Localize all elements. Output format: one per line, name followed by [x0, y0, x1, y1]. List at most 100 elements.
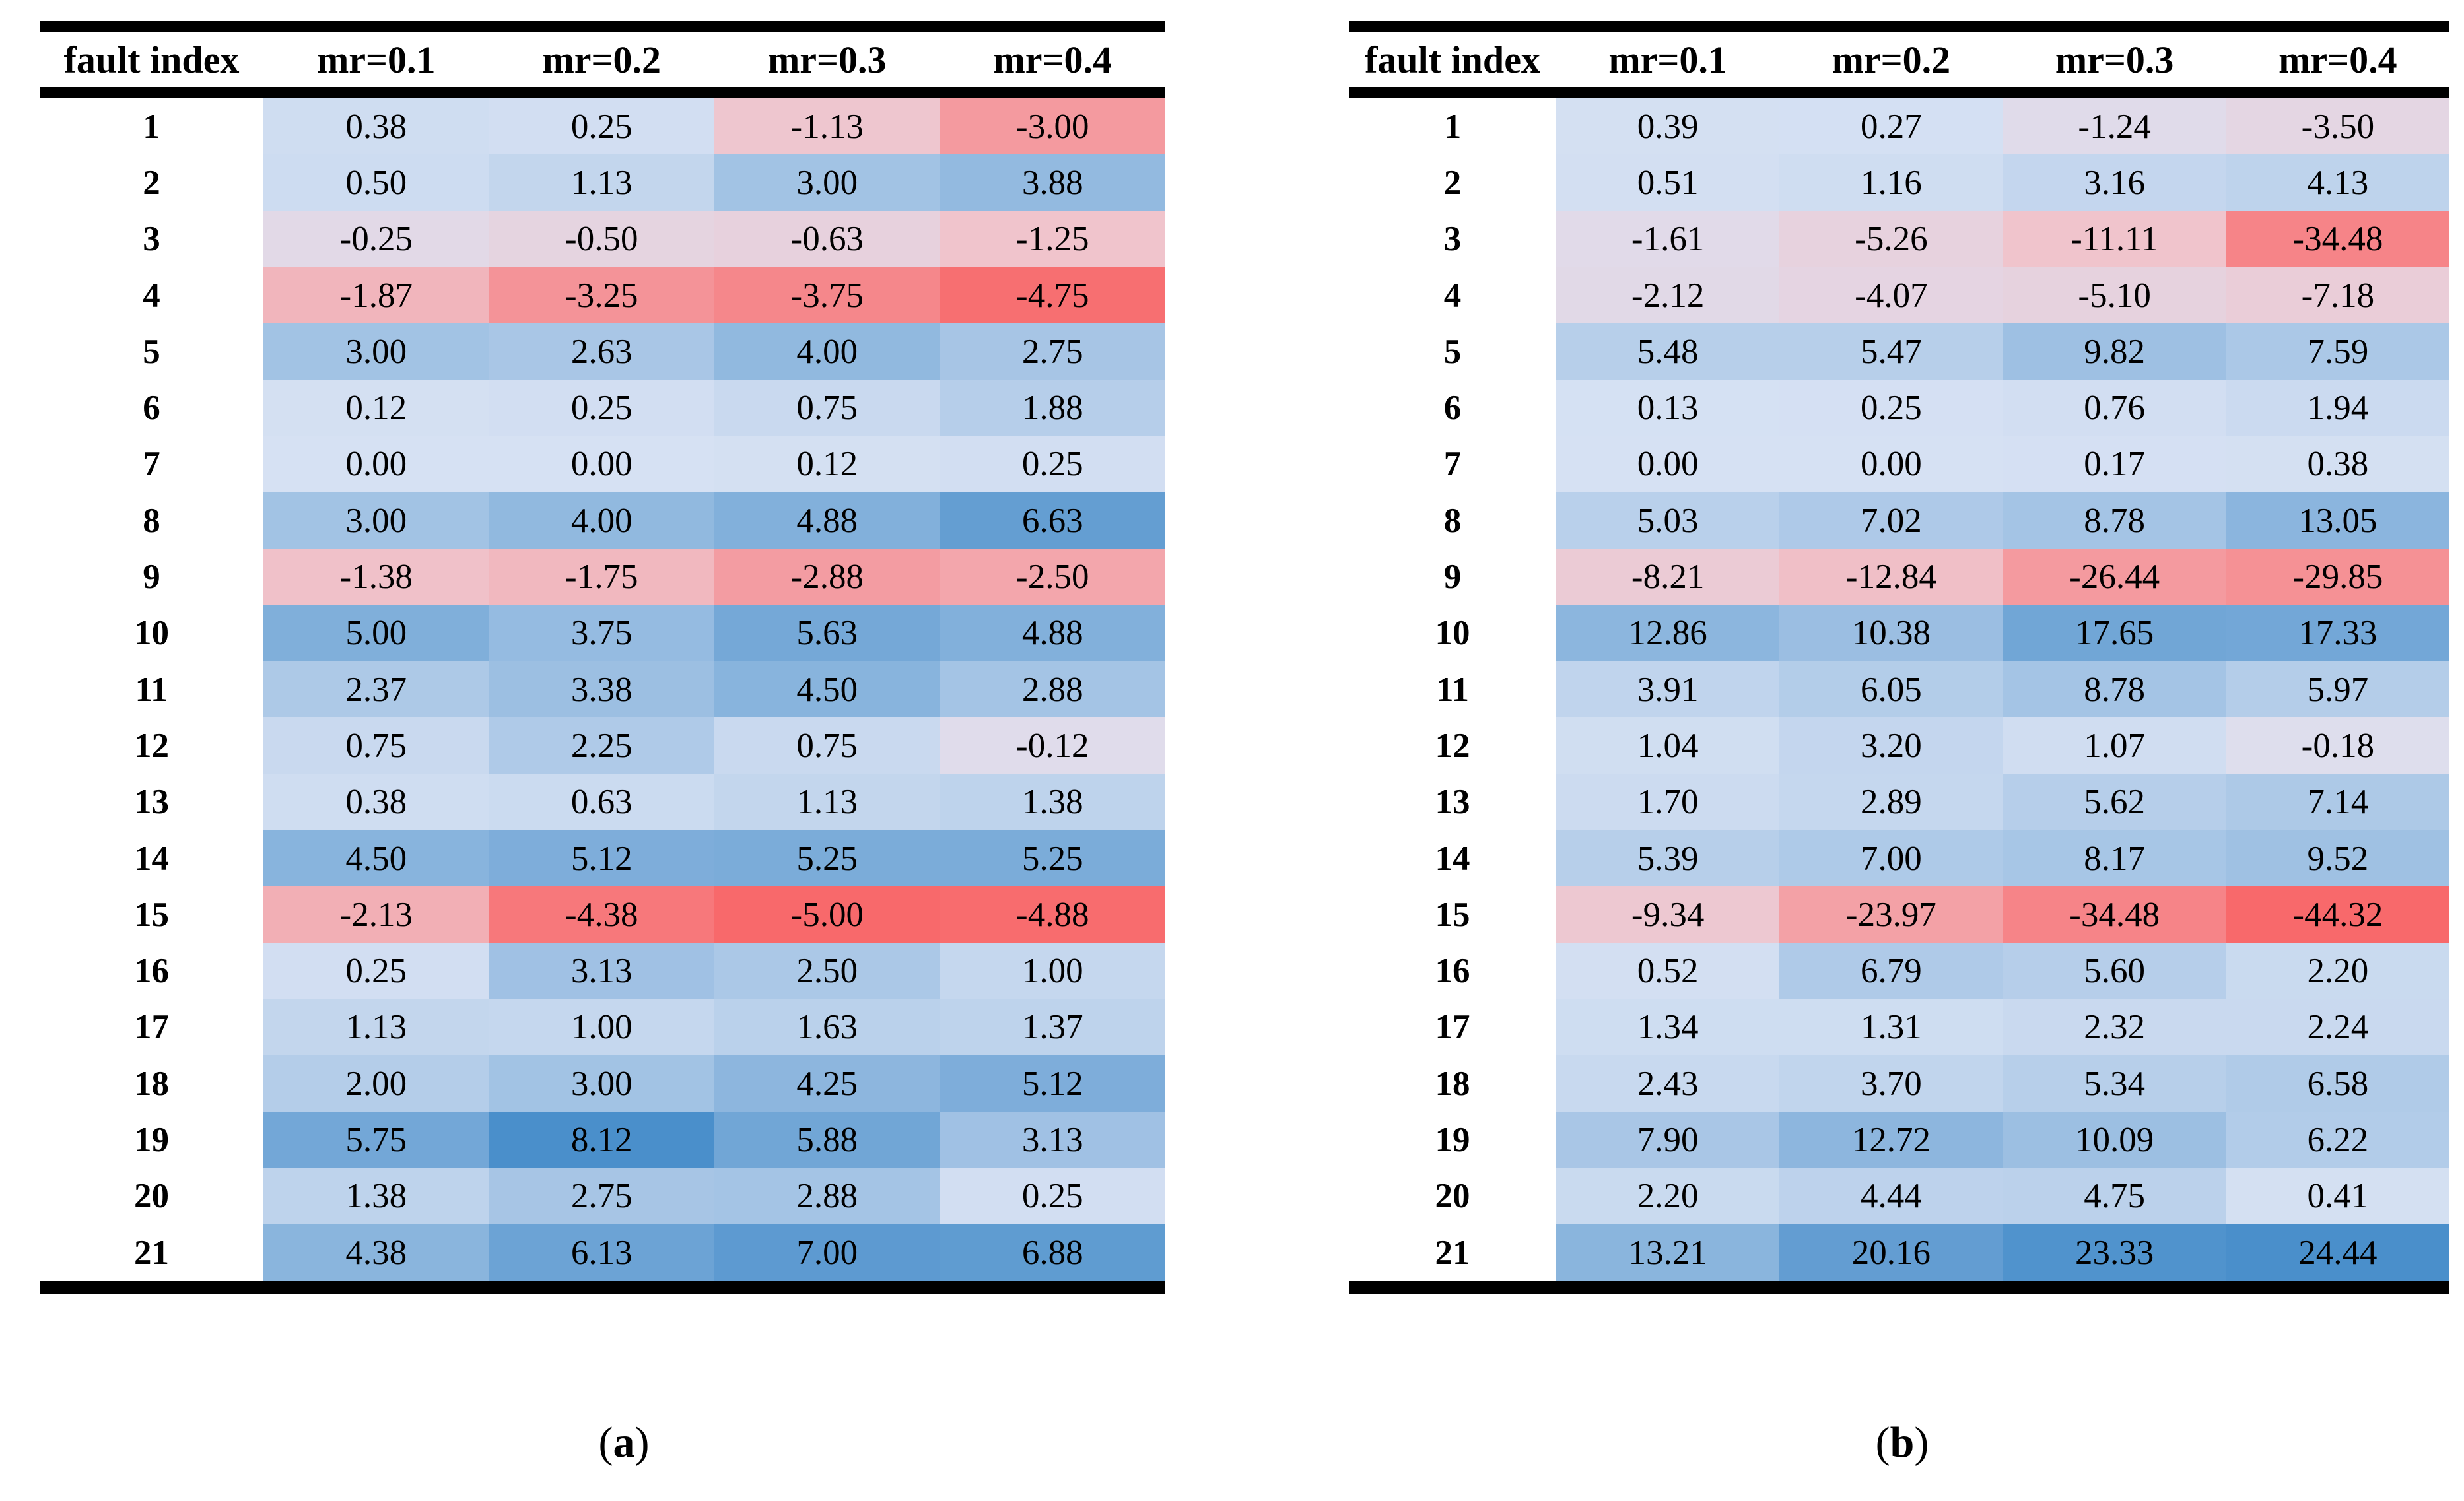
fault-index-cell: 14	[1349, 830, 1556, 887]
fault-index-cell: 13	[1349, 774, 1556, 830]
table-header-rule	[40, 87, 1165, 98]
fault-index-cell: 18	[40, 1055, 263, 1112]
value-cell: -1.24	[2002, 98, 2226, 155]
value-cell: -9.34	[1556, 886, 1780, 943]
table-row: 2 0.51 1.16 3.16 4.13	[1349, 154, 2449, 211]
caption-letter: a	[613, 1418, 635, 1467]
value-cell: 17.65	[2002, 605, 2226, 661]
value-cell: 3.00	[714, 154, 940, 211]
fault-index-cell: 4	[1349, 267, 1556, 324]
header-cell-mr-3: mr=0.3	[2055, 38, 2174, 81]
value-cell: -3.50	[2226, 98, 2449, 155]
value-cell: 2.89	[1779, 774, 2003, 830]
value-cell: 0.17	[2002, 436, 2226, 493]
value-cell: 3.75	[489, 605, 714, 661]
value-cell: 13.05	[2226, 492, 2449, 549]
value-cell: -2.50	[940, 549, 1165, 605]
value-cell: 5.47	[1779, 323, 2003, 380]
fault-index-cell: 7	[40, 436, 263, 493]
value-cell: 4.44	[1779, 1168, 2003, 1224]
table-row: 1 0.39 0.27 -1.24 -3.50	[1349, 98, 2449, 155]
value-cell: -4.07	[1779, 267, 2003, 324]
fault-index-cell: 7	[1349, 436, 1556, 493]
header-cell-mr-1: mr=0.1	[1608, 38, 1727, 81]
value-cell: 3.88	[940, 154, 1165, 211]
fault-index-cell: 5	[1349, 323, 1556, 380]
fault-index-cell: 20	[1349, 1168, 1556, 1224]
value-cell: 6.05	[1779, 661, 2003, 718]
value-cell: 5.48	[1556, 323, 1780, 380]
fault-index-cell: 3	[1349, 211, 1556, 267]
value-cell: 5.60	[2002, 943, 2226, 999]
value-cell: -23.97	[1779, 886, 2003, 943]
value-cell: 0.38	[263, 774, 489, 830]
value-cell: 0.39	[1556, 98, 1780, 155]
value-cell: 2.88	[714, 1168, 940, 1224]
value-cell: 1.13	[714, 774, 940, 830]
value-cell: -12.84	[1779, 549, 2003, 605]
table-row: 18 2.00 3.00 4.25 5.12	[40, 1055, 1165, 1112]
value-cell: 3.00	[263, 323, 489, 380]
fault-index-cell: 19	[1349, 1112, 1556, 1168]
table-row: 7 0.00 0.00 0.17 0.38	[1349, 436, 2449, 493]
value-cell: 8.78	[2002, 661, 2226, 718]
value-cell: 5.75	[263, 1112, 489, 1168]
fault-index-cell: 1	[40, 98, 263, 155]
value-cell: 7.90	[1556, 1112, 1780, 1168]
table-row: 12 1.04 3.20 1.07 -0.18	[1349, 717, 2449, 774]
table-header: fault index mr=0.1 mr=0.2 mr=0.3 mr=0.4	[40, 32, 1165, 87]
fault-index-cell: 8	[1349, 492, 1556, 549]
table-row: 3 -0.25 -0.50 -0.63 -1.25	[40, 211, 1165, 267]
value-cell: 2.24	[2226, 999, 2449, 1056]
table-bottom-rule	[1349, 1281, 2449, 1294]
value-cell: 1.63	[714, 999, 940, 1056]
value-cell: -8.21	[1556, 549, 1780, 605]
table-top-rule	[1349, 21, 2449, 32]
value-cell: -34.48	[2002, 886, 2226, 943]
fault-index-cell: 15	[1349, 886, 1556, 943]
value-cell: 0.27	[1779, 98, 2003, 155]
value-cell: 3.13	[940, 1112, 1165, 1168]
value-cell: 8.17	[2002, 830, 2226, 887]
table-row: 14 4.50 5.12 5.25 5.25	[40, 830, 1165, 887]
table-row: 19 5.75 8.12 5.88 3.13	[40, 1112, 1165, 1168]
value-cell: 0.25	[489, 98, 714, 155]
value-cell: 3.20	[1779, 717, 2003, 774]
value-cell: 2.25	[489, 717, 714, 774]
value-cell: 4.00	[489, 492, 714, 549]
table-panel-b: fault index mr=0.1 mr=0.2 mr=0.3 mr=0.4 1 0.3…	[1349, 21, 2449, 1294]
table-row: 16 0.25 3.13 2.50 1.00	[40, 943, 1165, 999]
value-cell: 9.52	[2226, 830, 2449, 887]
value-cell: 0.00	[1779, 436, 2003, 493]
value-cell: 0.00	[263, 436, 489, 493]
value-cell: 4.25	[714, 1055, 940, 1112]
table-header: fault index mr=0.1 mr=0.2 mr=0.3 mr=0.4	[1349, 32, 2449, 87]
value-cell: 0.50	[263, 154, 489, 211]
table-row: 6 0.13 0.25 0.76 1.94	[1349, 380, 2449, 436]
table-row: 9 -1.38 -1.75 -2.88 -2.50	[40, 549, 1165, 605]
value-cell: 17.33	[2226, 605, 2449, 661]
value-cell: 5.12	[489, 830, 714, 887]
table-body: 1 0.38 0.25 -1.13 -3.00 2 0.50 1.13 3.00 3.88 3 -0.…	[40, 98, 1165, 1281]
table-top-rule	[40, 21, 1165, 32]
caption-paren-open: (	[598, 1418, 613, 1467]
value-cell: 12.86	[1556, 605, 1780, 661]
header-cell-mr-4: mr=0.4	[2278, 38, 2397, 81]
value-cell: 4.38	[263, 1224, 489, 1281]
value-cell: 1.13	[263, 999, 489, 1056]
fault-index-cell: 5	[40, 323, 263, 380]
header-cell-mr-2: mr=0.2	[542, 38, 662, 81]
value-cell: 1.04	[1556, 717, 1780, 774]
value-cell: 2.75	[489, 1168, 714, 1224]
value-cell: -1.25	[940, 211, 1165, 267]
value-cell: 4.13	[2226, 154, 2449, 211]
fault-index-cell: 11	[1349, 661, 1556, 718]
value-cell: 4.88	[940, 605, 1165, 661]
fault-index-cell: 16	[40, 943, 263, 999]
value-cell: 0.75	[714, 717, 940, 774]
value-cell: -5.00	[714, 886, 940, 943]
table-row: 20 2.20 4.44 4.75 0.41	[1349, 1168, 2449, 1224]
value-cell: -0.50	[489, 211, 714, 267]
value-cell: 5.34	[2002, 1055, 2226, 1112]
value-cell: -26.44	[2002, 549, 2226, 605]
